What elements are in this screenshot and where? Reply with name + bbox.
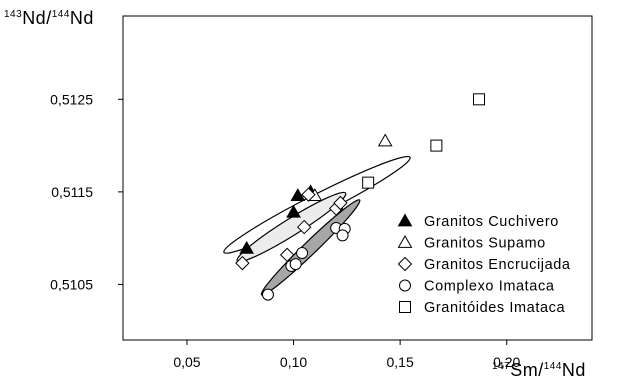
legend: Granitos Cuchivero Granitos Supamo Granito… (399, 214, 571, 316)
legend-marker-granitoides-imataca (400, 302, 411, 313)
point-granitoides-imataca (363, 177, 374, 188)
legend-label-granitoides-imataca: Granitóides Imataca (424, 300, 565, 316)
y-tick-label: 0,5105 (50, 276, 93, 292)
legend-label-granitos-encrucijada: Granitos Encrucijada (424, 257, 571, 273)
point-granitos-supamo (379, 134, 392, 145)
legend-marker-granitos-supamo (399, 236, 412, 247)
point-granitoides-imataca (431, 140, 442, 151)
field-regions (219, 148, 414, 299)
y-axis-title: 143Nd/144Nd (4, 8, 94, 28)
legend-marker-granitos-encrucijada (399, 258, 412, 271)
y-tick-label: 0,5115 (51, 184, 93, 200)
point-complexo-imataca (297, 247, 308, 258)
point-complexo-imataca (290, 259, 301, 270)
legend-label-complexo-imataca: Complexo Imataca (424, 279, 555, 295)
y-tick-label: 0,5125 (50, 91, 93, 107)
x-tick-label: 0,05 (173, 354, 200, 370)
legend-marker-complexo-imataca (400, 280, 411, 291)
point-complexo-imataca (262, 289, 273, 300)
legend-marker-granitos-cuchivero (399, 215, 412, 226)
point-complexo-imataca (337, 230, 348, 241)
legend-label-granitos-supamo: Granitos Supamo (424, 236, 546, 252)
x-tick-label: 0,15 (387, 354, 414, 370)
x-tick-label: 0,10 (280, 354, 307, 370)
x-axis-title: 147Sm/144Nd (492, 360, 586, 380)
point-granitoides-imataca (474, 94, 485, 105)
legend-label-granitos-cuchivero: Granitos Cuchivero (424, 214, 559, 230)
